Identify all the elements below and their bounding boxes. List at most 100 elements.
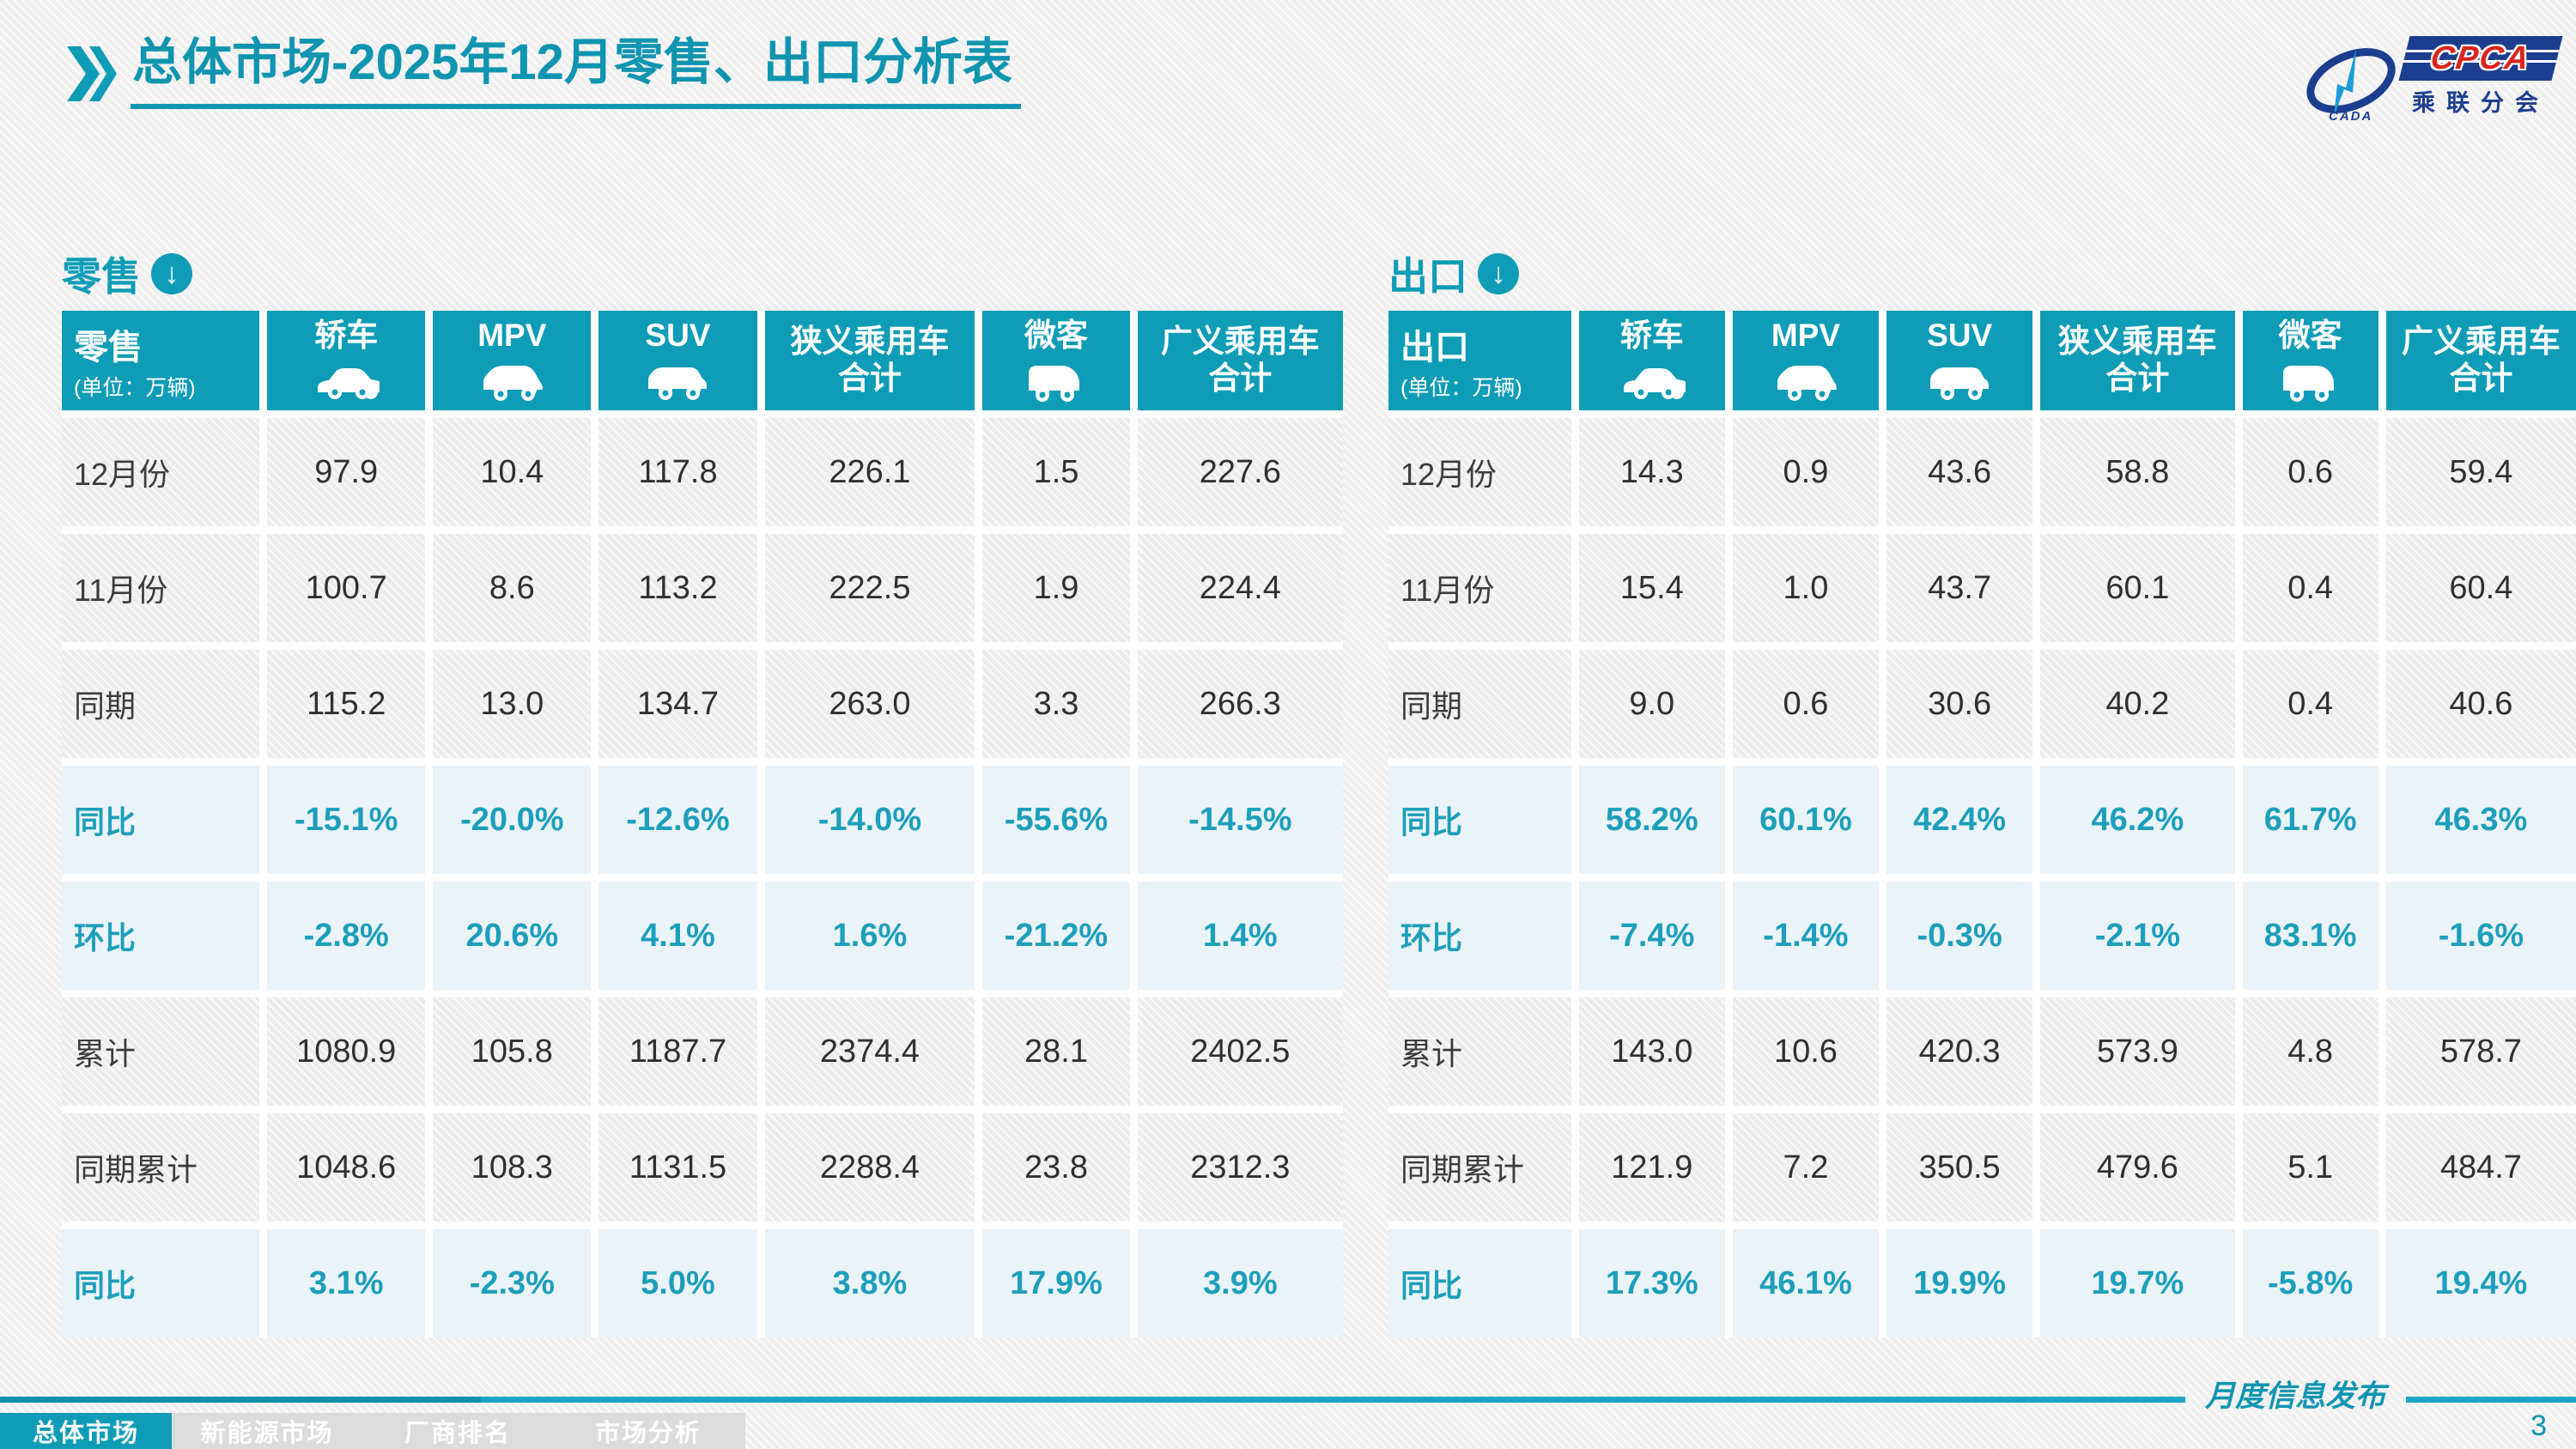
column-header-label: 狭义乘用车 合计 bbox=[790, 324, 950, 396]
arrow-down-circle-icon: ↓ bbox=[1478, 253, 1519, 294]
table-cell: 1.0 bbox=[1732, 534, 1880, 642]
suv-icon bbox=[644, 357, 711, 403]
table-cell: -14.5% bbox=[1137, 766, 1343, 874]
table-cell: 100.7 bbox=[267, 534, 426, 642]
column-header-label: 微客 bbox=[2278, 317, 2342, 353]
column-header: 轿车 bbox=[1578, 311, 1725, 410]
export-section-label: 出口 bbox=[1388, 254, 1467, 299]
column-header: 微客 bbox=[982, 311, 1130, 410]
column-header-label: 微客 bbox=[1024, 317, 1088, 353]
table-cell: 266.3 bbox=[1137, 650, 1343, 758]
table-cell: 222.5 bbox=[764, 534, 975, 642]
table-cell: 1187.7 bbox=[598, 997, 757, 1106]
table-cell: 61.7% bbox=[2242, 766, 2379, 874]
table-cell: 2374.4 bbox=[764, 997, 975, 1106]
table-cell: -7.4% bbox=[1578, 882, 1725, 990]
table-cell: -55.6% bbox=[982, 766, 1130, 874]
table-cell: 17.3% bbox=[1578, 1229, 1725, 1337]
column-header-label: MPV bbox=[1771, 317, 1841, 353]
tab-nev-market[interactable]: 新能源市场 bbox=[200, 1420, 334, 1447]
column-header: SUV bbox=[598, 311, 757, 410]
retail-corner-header: 零售 (单位：万辆) bbox=[62, 311, 260, 410]
table-cell: 578.7 bbox=[2385, 997, 2576, 1106]
row-label: 累计 bbox=[62, 997, 260, 1106]
row-label: 同比 bbox=[62, 766, 260, 874]
table-cell: 40.2 bbox=[2040, 650, 2235, 758]
mpv-icon bbox=[1772, 357, 1839, 403]
table-cell: 0.9 bbox=[1732, 418, 1880, 526]
table-cell: 43.7 bbox=[1886, 534, 2033, 642]
row-label: 11月份 bbox=[62, 534, 260, 642]
cada-emblem-icon: CADA bbox=[2303, 41, 2399, 131]
table-cell: 484.7 bbox=[2385, 1113, 2576, 1222]
row-label: 环比 bbox=[1388, 882, 1571, 990]
table-cell: 1080.9 bbox=[267, 997, 426, 1106]
table-cell: -0.3% bbox=[1886, 882, 2033, 990]
table-cell: 9.0 bbox=[1578, 650, 1725, 758]
row-label: 同比 bbox=[1388, 766, 1571, 874]
page-title-rest: -2025年12月零售、出口分析表 bbox=[331, 34, 1012, 90]
column-header-label: 狭义乘用车 合计 bbox=[2057, 324, 2217, 396]
table-cell: 23.8 bbox=[982, 1113, 1130, 1222]
export-section-header: 出口 ↓ bbox=[1388, 246, 1519, 302]
column-header: 广义乘用车 合计 bbox=[1137, 311, 1343, 410]
table-cell: 3.3 bbox=[982, 650, 1130, 758]
table-cell: 115.2 bbox=[267, 650, 426, 758]
row-label: 同期累计 bbox=[62, 1113, 260, 1222]
table-cell: 13.0 bbox=[433, 650, 592, 758]
table-cell: 7.2 bbox=[1732, 1113, 1880, 1222]
column-header: 微客 bbox=[2242, 311, 2379, 410]
column-header-label: MPV bbox=[477, 317, 547, 353]
column-header: MPV bbox=[1732, 311, 1880, 410]
table-cell: 4.1% bbox=[598, 882, 757, 990]
table-cell: 59.4 bbox=[2385, 418, 2576, 526]
column-header-label: SUV bbox=[645, 317, 711, 353]
footer-divider-line bbox=[0, 1397, 2185, 1403]
tab-overall-market[interactable]: 总体市场 bbox=[0, 1413, 172, 1449]
tab-market-analysis[interactable]: 市场分析 bbox=[594, 1420, 702, 1447]
table-cell: 46.3% bbox=[2385, 766, 2576, 874]
table-cell: 263.0 bbox=[764, 650, 975, 758]
table-cell: 60.1 bbox=[2040, 534, 2235, 642]
row-label: 12月份 bbox=[1388, 418, 1571, 526]
table-cell: 1131.5 bbox=[598, 1113, 757, 1222]
table-cell: 17.9% bbox=[982, 1229, 1130, 1337]
table-cell: 19.4% bbox=[2385, 1229, 2576, 1337]
table-cell: -21.2% bbox=[982, 882, 1130, 990]
table-cell: 573.9 bbox=[2040, 997, 2235, 1106]
column-header: SUV bbox=[1886, 311, 2033, 410]
table-cell: 105.8 bbox=[433, 997, 592, 1106]
table-cell: -12.6% bbox=[598, 766, 757, 874]
table-cell: 4.8 bbox=[2242, 997, 2379, 1106]
table-cell: 10.6 bbox=[1732, 997, 1880, 1106]
table-cell: 1.6% bbox=[764, 882, 975, 990]
table-cell: 46.1% bbox=[1732, 1229, 1880, 1337]
table-cell: 43.6 bbox=[1886, 418, 2033, 526]
mpv-icon bbox=[478, 357, 545, 403]
column-header-label: 广义乘用车 合计 bbox=[1160, 324, 1320, 396]
table-cell: -15.1% bbox=[267, 766, 426, 874]
row-label: 环比 bbox=[62, 882, 260, 990]
table-cell: 83.1% bbox=[2242, 882, 2379, 990]
table-cell: 0.4 bbox=[2242, 534, 2379, 642]
table-cell: 60.4 bbox=[2385, 534, 2576, 642]
cpca-logo: CADA CPCA 乘联分会 bbox=[2303, 36, 2563, 131]
double-chevron-icon bbox=[67, 46, 117, 106]
sedan-icon bbox=[1619, 357, 1686, 403]
suv-icon bbox=[1926, 357, 1993, 403]
tab-oem-ranking[interactable]: 厂商排名 bbox=[404, 1420, 511, 1447]
footer-divider-line-right bbox=[2406, 1397, 2576, 1403]
logo-subtitle: 乘联分会 bbox=[2412, 90, 2549, 116]
column-header: 狭义乘用车 合计 bbox=[764, 311, 975, 410]
retail-section-label: 零售 bbox=[62, 254, 141, 299]
table-cell: 14.3 bbox=[1578, 418, 1725, 526]
column-header: 广义乘用车 合计 bbox=[2385, 311, 2576, 410]
table-cell: 2312.3 bbox=[1137, 1113, 1343, 1222]
table-cell: 28.1 bbox=[982, 997, 1130, 1106]
table-cell: -14.0% bbox=[764, 766, 975, 874]
table-cell: -1.4% bbox=[1732, 882, 1880, 990]
arrow-down-circle-icon: ↓ bbox=[151, 253, 192, 294]
row-label: 11月份 bbox=[1388, 534, 1571, 642]
page-title-bold: 总体市场 bbox=[132, 34, 332, 90]
